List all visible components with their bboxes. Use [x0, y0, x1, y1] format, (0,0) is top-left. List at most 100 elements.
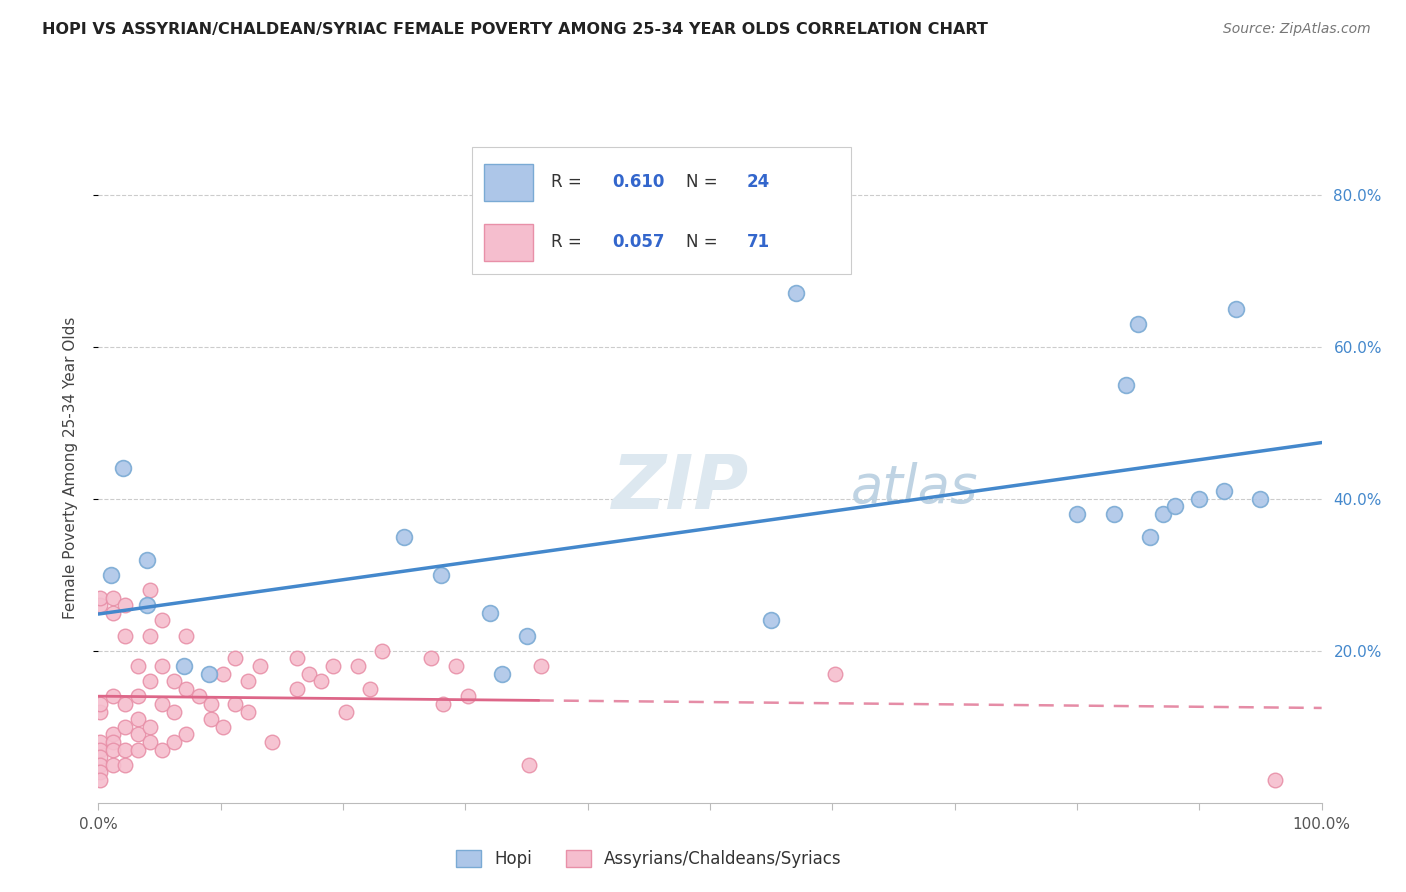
Point	[111, 461, 134, 475]
Point	[1212, 484, 1234, 499]
Y-axis label: Female Poverty Among 25-34 Year Olds: Female Poverty Among 25-34 Year Olds	[63, 318, 77, 619]
Point	[224, 651, 246, 665]
Point	[150, 613, 173, 627]
Point	[197, 666, 219, 681]
Point	[1128, 317, 1150, 331]
Text: atlas: atlas	[851, 462, 979, 515]
FancyBboxPatch shape	[471, 147, 851, 275]
Point	[392, 530, 416, 544]
Point	[139, 674, 162, 689]
Point	[89, 772, 111, 787]
Point	[114, 757, 136, 772]
Point	[150, 697, 173, 711]
Point	[89, 598, 111, 612]
Text: 71: 71	[747, 233, 770, 252]
Point	[444, 659, 467, 673]
Point	[176, 727, 198, 741]
Point	[89, 765, 111, 780]
Point	[127, 742, 149, 756]
Point	[101, 742, 124, 756]
Point	[187, 690, 209, 704]
Point	[89, 735, 111, 749]
Point	[236, 705, 259, 719]
Point	[432, 697, 454, 711]
Point	[101, 757, 124, 772]
Point	[101, 690, 124, 704]
Point	[478, 606, 501, 620]
Text: R =: R =	[551, 173, 588, 191]
Point	[136, 552, 159, 566]
Point	[101, 591, 124, 605]
Point	[89, 742, 111, 756]
Point	[1164, 500, 1187, 514]
Point	[761, 613, 783, 627]
Point	[100, 567, 122, 582]
Point	[212, 720, 235, 734]
Point	[101, 735, 124, 749]
Text: Source: ZipAtlas.com: Source: ZipAtlas.com	[1223, 22, 1371, 37]
Point	[127, 727, 149, 741]
Point	[136, 598, 159, 612]
Point	[1139, 530, 1161, 544]
Text: N =: N =	[686, 173, 723, 191]
Point	[114, 598, 136, 612]
Point	[127, 712, 149, 726]
Point	[224, 697, 246, 711]
Point	[262, 735, 284, 749]
Point	[212, 666, 235, 681]
Point	[89, 757, 111, 772]
Point	[335, 705, 357, 719]
Point	[1188, 491, 1211, 506]
Point	[114, 742, 136, 756]
Point	[1225, 301, 1247, 316]
Point	[457, 690, 479, 704]
Text: R =: R =	[551, 233, 588, 252]
Point	[163, 674, 186, 689]
Point	[420, 651, 443, 665]
Point	[139, 582, 162, 597]
Point	[150, 659, 173, 673]
Point	[176, 628, 198, 642]
Point	[309, 674, 332, 689]
Point	[200, 697, 222, 711]
Point	[173, 659, 195, 673]
Text: N =: N =	[686, 233, 723, 252]
Point	[163, 735, 186, 749]
Point	[176, 681, 198, 696]
Point	[127, 690, 149, 704]
Text: 0.057: 0.057	[612, 233, 665, 252]
Point	[89, 750, 111, 764]
Point	[139, 628, 162, 642]
Text: HOPI VS ASSYRIAN/CHALDEAN/SYRIAC FEMALE POVERTY AMONG 25-34 YEAR OLDS CORRELATIO: HOPI VS ASSYRIAN/CHALDEAN/SYRIAC FEMALE …	[42, 22, 988, 37]
Point	[298, 666, 321, 681]
Point	[200, 712, 222, 726]
Point	[89, 591, 111, 605]
Point	[114, 720, 136, 734]
Bar	[484, 164, 533, 201]
Legend: Hopi, Assyrians/Chaldeans/Syriacs: Hopi, Assyrians/Chaldeans/Syriacs	[450, 843, 848, 875]
Point	[430, 567, 453, 582]
Point	[114, 628, 136, 642]
Point	[101, 606, 124, 620]
Point	[139, 735, 162, 749]
Point	[515, 628, 537, 642]
Point	[517, 757, 540, 772]
Point	[1249, 491, 1271, 506]
Point	[101, 727, 124, 741]
Point	[285, 681, 308, 696]
Point	[530, 659, 553, 673]
Point	[236, 674, 259, 689]
Text: ZIP: ZIP	[612, 452, 749, 524]
Text: 0.610: 0.610	[612, 173, 665, 191]
Point	[1115, 377, 1137, 392]
Point	[139, 720, 162, 734]
Point	[114, 697, 136, 711]
Point	[359, 681, 381, 696]
Point	[1264, 772, 1286, 787]
Point	[285, 651, 308, 665]
Point	[1102, 507, 1125, 521]
Point	[371, 644, 394, 658]
Point	[89, 705, 111, 719]
Point	[1152, 507, 1174, 521]
Point	[322, 659, 344, 673]
